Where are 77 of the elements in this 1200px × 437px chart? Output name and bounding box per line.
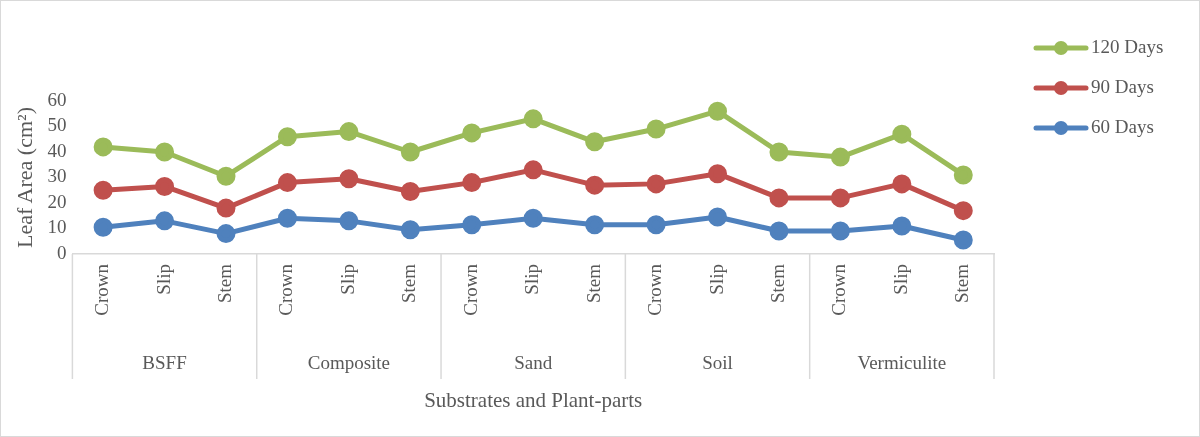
point [708,207,728,227]
x-tick-label: Stem [398,263,420,304]
point [339,211,359,231]
point [400,220,420,240]
x-tick-label: Stem [951,263,973,304]
point [462,215,482,235]
x-tick-label: Slip [705,264,727,295]
point [462,173,482,193]
legend-label: 120 Days [1091,35,1164,57]
point [585,132,605,152]
point [400,182,420,202]
point [400,142,420,162]
x-tick-label: Slip [521,264,543,295]
y-tick-label: 60 [47,88,67,110]
text: Sand [514,351,553,373]
y-tick-label: 0 [56,241,67,263]
point [646,119,666,139]
point [216,166,236,186]
point [646,174,666,194]
text: Composite [307,351,391,373]
y-tick-label: 30 [47,165,67,187]
point [953,165,973,185]
text: Vermiculite [857,351,947,373]
text: Soil [702,351,733,373]
point [892,216,912,236]
point [830,188,850,208]
point [216,198,236,218]
point [769,142,789,162]
point [523,208,543,228]
point [830,147,850,167]
legend-label: 60 Days [1091,115,1154,137]
point [339,169,359,189]
x-tick-label: Slip [152,264,174,295]
point [953,201,973,221]
point [830,221,850,241]
x-tick-label: Crown [459,263,481,316]
point [277,208,297,228]
x-tick-label: Crown [275,263,297,316]
point [339,122,359,142]
point [892,174,912,194]
point [585,175,605,195]
point [708,101,728,121]
x-tick-label: Stem [213,263,235,304]
point [93,180,113,200]
point [277,173,297,193]
point [953,230,973,250]
point [216,224,236,244]
point [646,215,666,235]
y-tick-label: 50 [47,114,67,136]
x-tick-label: Slip [889,264,911,295]
x-tick-label: Crown [644,263,666,316]
legend-label: 90 Days [1091,75,1154,97]
point [155,176,175,196]
point [769,188,789,208]
y-axis-title: Leaf Area (cm²) [11,107,37,248]
x-tick-label: Stem [766,263,788,304]
y-tick-label: 40 [47,139,67,161]
text: BSFF [142,351,187,373]
x-tick-label: Crown [91,263,113,316]
point [93,217,113,237]
point [708,164,728,184]
x-tick-label: Crown [828,263,850,316]
point [523,160,543,180]
point [892,124,912,144]
point [523,109,543,129]
x-axis-title: Substrates and Plant-parts [424,387,643,412]
point [155,211,175,231]
y-tick-label: 10 [47,216,67,238]
point [462,123,482,143]
y-tick-label: 20 [47,190,67,212]
point [769,221,789,241]
point [93,137,113,157]
point [585,215,605,235]
point [155,142,175,162]
x-tick-label: Slip [336,264,358,295]
point [277,127,297,147]
x-tick-label: Stem [582,263,604,304]
